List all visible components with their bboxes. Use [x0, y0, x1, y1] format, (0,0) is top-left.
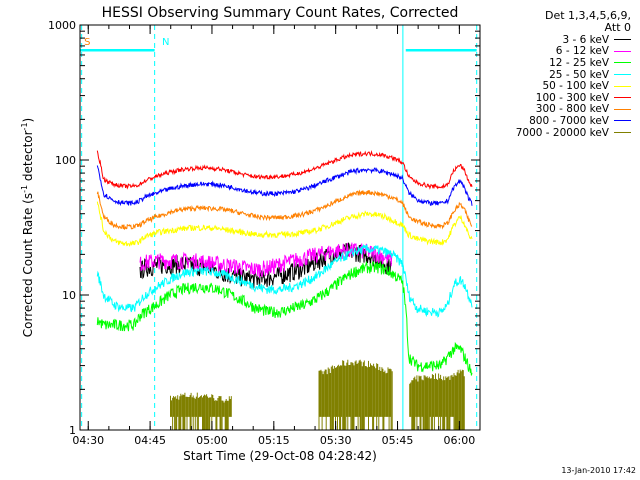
- x-axis-label: Start Time (29-Oct-08 04:28:42): [183, 449, 377, 463]
- series-line-300-800-keV: [96, 189, 473, 231]
- series-line-50-100-keV: [96, 201, 473, 247]
- legend-entry: 7000 - 20000 keV: [483, 127, 631, 139]
- legend-entries: 3 - 6 keV 6 - 12 keV 12 - 25 keV 25 - 50 ke…: [483, 34, 631, 139]
- y-axis-label: Corrected Count Rate (s-1 detector-1): [20, 118, 35, 337]
- series-line-12-25-keV: [96, 260, 473, 376]
- chart-title: HESSI Observing Summary Count Rates, Cor…: [102, 5, 459, 21]
- series-line-7000-20000-keV: [170, 359, 465, 430]
- legend-header-line-2: Att 0: [604, 21, 631, 34]
- series-line-6-12-keV: [139, 242, 393, 278]
- y-axis-label-part-0: Corrected Count Rate (s: [21, 193, 35, 337]
- legend-swatch: [614, 97, 631, 99]
- y-axis-label-part-1: -1: [20, 185, 29, 193]
- y-tick-label-1: 10: [62, 289, 76, 302]
- legend-entry-label: 12 - 25 keV: [549, 56, 609, 69]
- x-tick-label-4: 05:30: [320, 434, 352, 447]
- legend-entry: 3 - 6 keV: [483, 34, 631, 46]
- legend-swatch: [614, 62, 631, 64]
- series-line-25-50-keV: [96, 243, 473, 318]
- legend-entry: 300 - 800 keV: [483, 103, 631, 116]
- x-tick-label-6: 06:00: [444, 434, 476, 447]
- legend-entry-label: 7000 - 20000 keV: [515, 126, 609, 139]
- y-axis-label-part-2: detector: [21, 130, 35, 185]
- series-line-100-300-keV: [96, 150, 473, 190]
- flag-label-0: S: [84, 37, 90, 48]
- footer-timestamp: 13-Jan-2010 17:42: [561, 466, 636, 475]
- legend-entry-label: 25 - 50 keV: [549, 68, 609, 81]
- series-line-3-6-keV: [139, 242, 393, 289]
- legend-swatch: [614, 50, 631, 52]
- x-tick-label-1: 04:45: [134, 434, 166, 447]
- legend-header-line-1: Det 1,3,4,5,6,9,: [544, 9, 631, 22]
- legend-swatch: [614, 39, 631, 41]
- legend-entry-label: 6 - 12 keV: [555, 45, 609, 58]
- legend-entry-label: 3 - 6 keV: [562, 33, 609, 46]
- legend-swatch: [614, 108, 631, 110]
- flag-label-1: N: [162, 37, 169, 48]
- plot-frame: [79, 24, 481, 431]
- y-axis-label-part-3: -1: [20, 122, 29, 130]
- x-tick-label-2: 05:00: [196, 434, 228, 447]
- legend-entry: 6 - 12 keV: [483, 45, 631, 58]
- legend-swatch: [614, 120, 631, 122]
- legend-entry-label: 100 - 300 keV: [535, 91, 609, 104]
- legend-entry: 100 - 300 keV: [483, 92, 631, 104]
- legend-entry: 50 - 100 keV: [483, 80, 631, 92]
- x-tick-label-3: 05:15: [258, 434, 290, 447]
- legend-swatch: [614, 85, 631, 87]
- legend-swatch: [614, 132, 631, 134]
- legend-entry: 12 - 25 keV: [483, 57, 631, 69]
- y-tick-label-2: 100: [55, 154, 76, 167]
- legend-entry: 800 - 7000 keV: [483, 115, 631, 127]
- chart-legend: Det 1,3,4,5,6,9, Att 0 3 - 6 keV 6 - 12 k…: [483, 9, 631, 139]
- y-tick-label-0: 1: [69, 424, 76, 437]
- legend-entry-label: 50 - 100 keV: [542, 80, 609, 93]
- series-line-800-7000-keV: [96, 165, 473, 207]
- x-tick-label-0: 04:30: [72, 434, 104, 447]
- x-tick-label-5: 05:45: [382, 434, 414, 447]
- y-tick-label-3: 1000: [48, 19, 76, 32]
- legend-swatch: [614, 74, 631, 76]
- legend-entry: 25 - 50 keV: [483, 69, 631, 81]
- y-axis-label-part-4: ): [21, 118, 35, 123]
- legend-entry-label: 800 - 7000 keV: [529, 114, 609, 127]
- legend-entry-label: 300 - 800 keV: [535, 103, 609, 116]
